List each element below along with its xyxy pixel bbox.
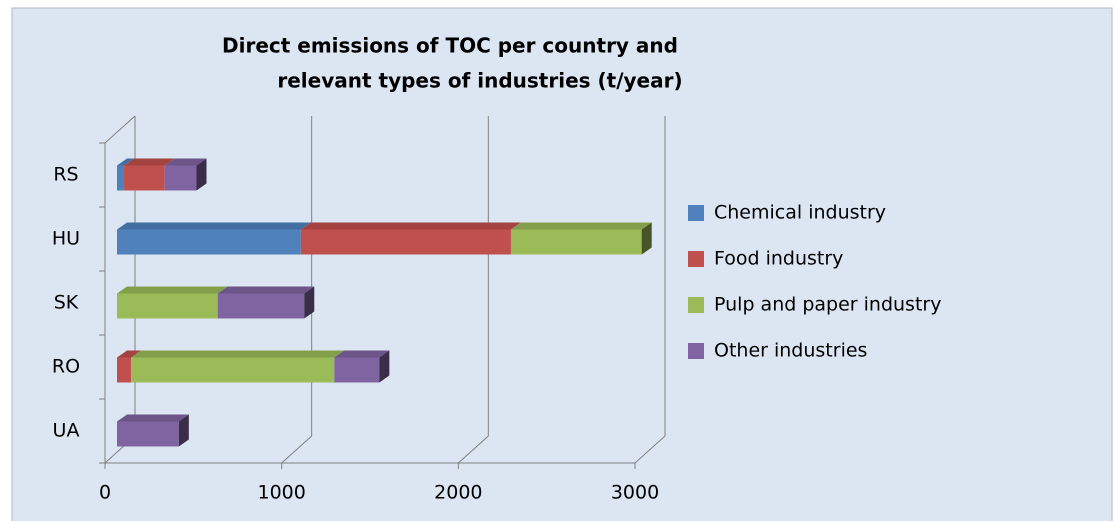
bar-top bbox=[217, 286, 315, 294]
bar-top bbox=[117, 350, 142, 358]
x-tick-label: 3000 bbox=[611, 482, 659, 504]
legend-swatch bbox=[688, 251, 704, 267]
y-tick-label: UA bbox=[53, 420, 80, 442]
legend-swatch bbox=[688, 205, 704, 221]
x-tick-label: 2000 bbox=[434, 482, 482, 504]
chart-title: relevant types of industries (t/year) bbox=[277, 69, 682, 93]
bar-side bbox=[178, 414, 189, 447]
x-tick-label: 1000 bbox=[257, 482, 305, 504]
bar bbox=[124, 165, 165, 191]
bar-top bbox=[300, 222, 521, 230]
bar-side bbox=[379, 350, 390, 383]
bar bbox=[510, 229, 642, 255]
bar bbox=[117, 165, 125, 191]
bar bbox=[117, 421, 179, 447]
chart-title: Direct emissions of TOC per country and bbox=[222, 34, 678, 58]
y-tick-label: RO bbox=[52, 356, 80, 378]
bar bbox=[334, 357, 380, 383]
y-tick-label: RS bbox=[53, 164, 78, 186]
bar bbox=[164, 165, 197, 191]
legend-swatch bbox=[688, 297, 704, 313]
bar-top bbox=[510, 222, 652, 230]
bar-top bbox=[117, 414, 189, 422]
bar-side bbox=[304, 286, 315, 319]
bar bbox=[117, 229, 301, 255]
bar-top bbox=[117, 286, 228, 294]
bar-top bbox=[334, 350, 390, 358]
axis-line bbox=[104, 115, 136, 144]
bar bbox=[117, 357, 132, 383]
bar-top bbox=[164, 158, 207, 166]
bar bbox=[300, 229, 511, 255]
bar-top bbox=[117, 158, 135, 166]
legend-label: Other industries bbox=[714, 340, 867, 362]
bar bbox=[117, 293, 218, 319]
legend-swatch bbox=[688, 343, 704, 359]
y-tick-label: HU bbox=[52, 228, 80, 250]
x-tick-label: 0 bbox=[99, 482, 111, 504]
bar-top bbox=[117, 222, 311, 230]
grid-line bbox=[281, 435, 313, 464]
bar-top bbox=[131, 350, 345, 358]
bar-side bbox=[641, 222, 652, 255]
bar bbox=[217, 293, 305, 319]
y-tick-label: SK bbox=[54, 292, 79, 314]
legend-label: Chemical industry bbox=[714, 202, 886, 224]
legend-label: Pulp and paper industry bbox=[714, 294, 941, 316]
legend-label: Food industry bbox=[714, 248, 843, 270]
bar bbox=[131, 357, 335, 383]
bar-side bbox=[196, 158, 207, 191]
chart-area bbox=[11, 7, 1113, 521]
grid-line bbox=[457, 435, 489, 464]
bar-top bbox=[124, 158, 175, 166]
grid-line bbox=[634, 435, 666, 464]
